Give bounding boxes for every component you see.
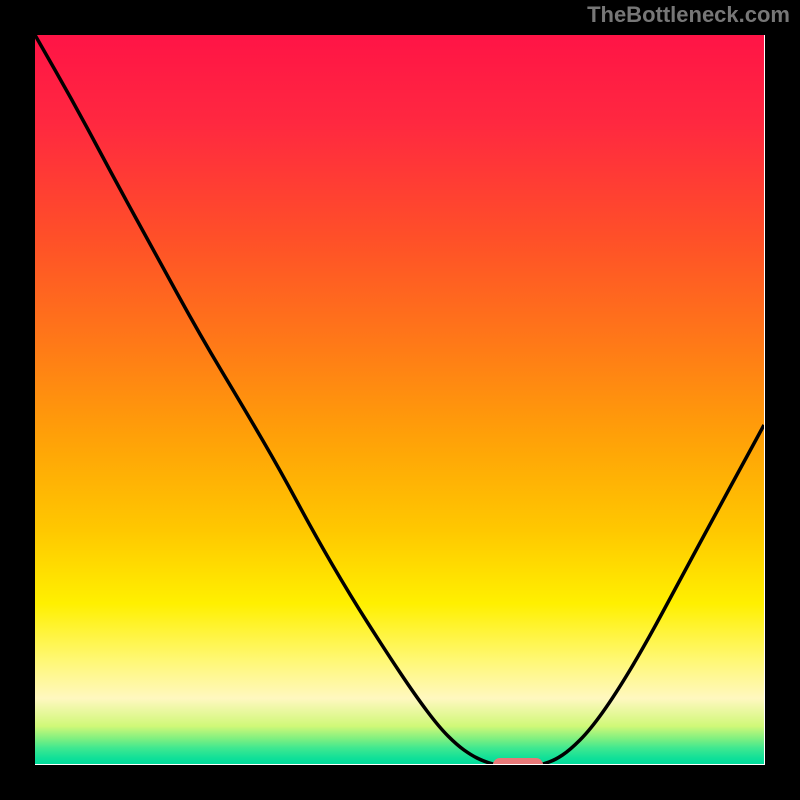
chart-frame: TheBottleneck.com	[0, 0, 800, 800]
chart-svg	[0, 0, 800, 800]
gradient-background	[35, 35, 764, 764]
watermark-text: TheBottleneck.com	[587, 2, 790, 28]
